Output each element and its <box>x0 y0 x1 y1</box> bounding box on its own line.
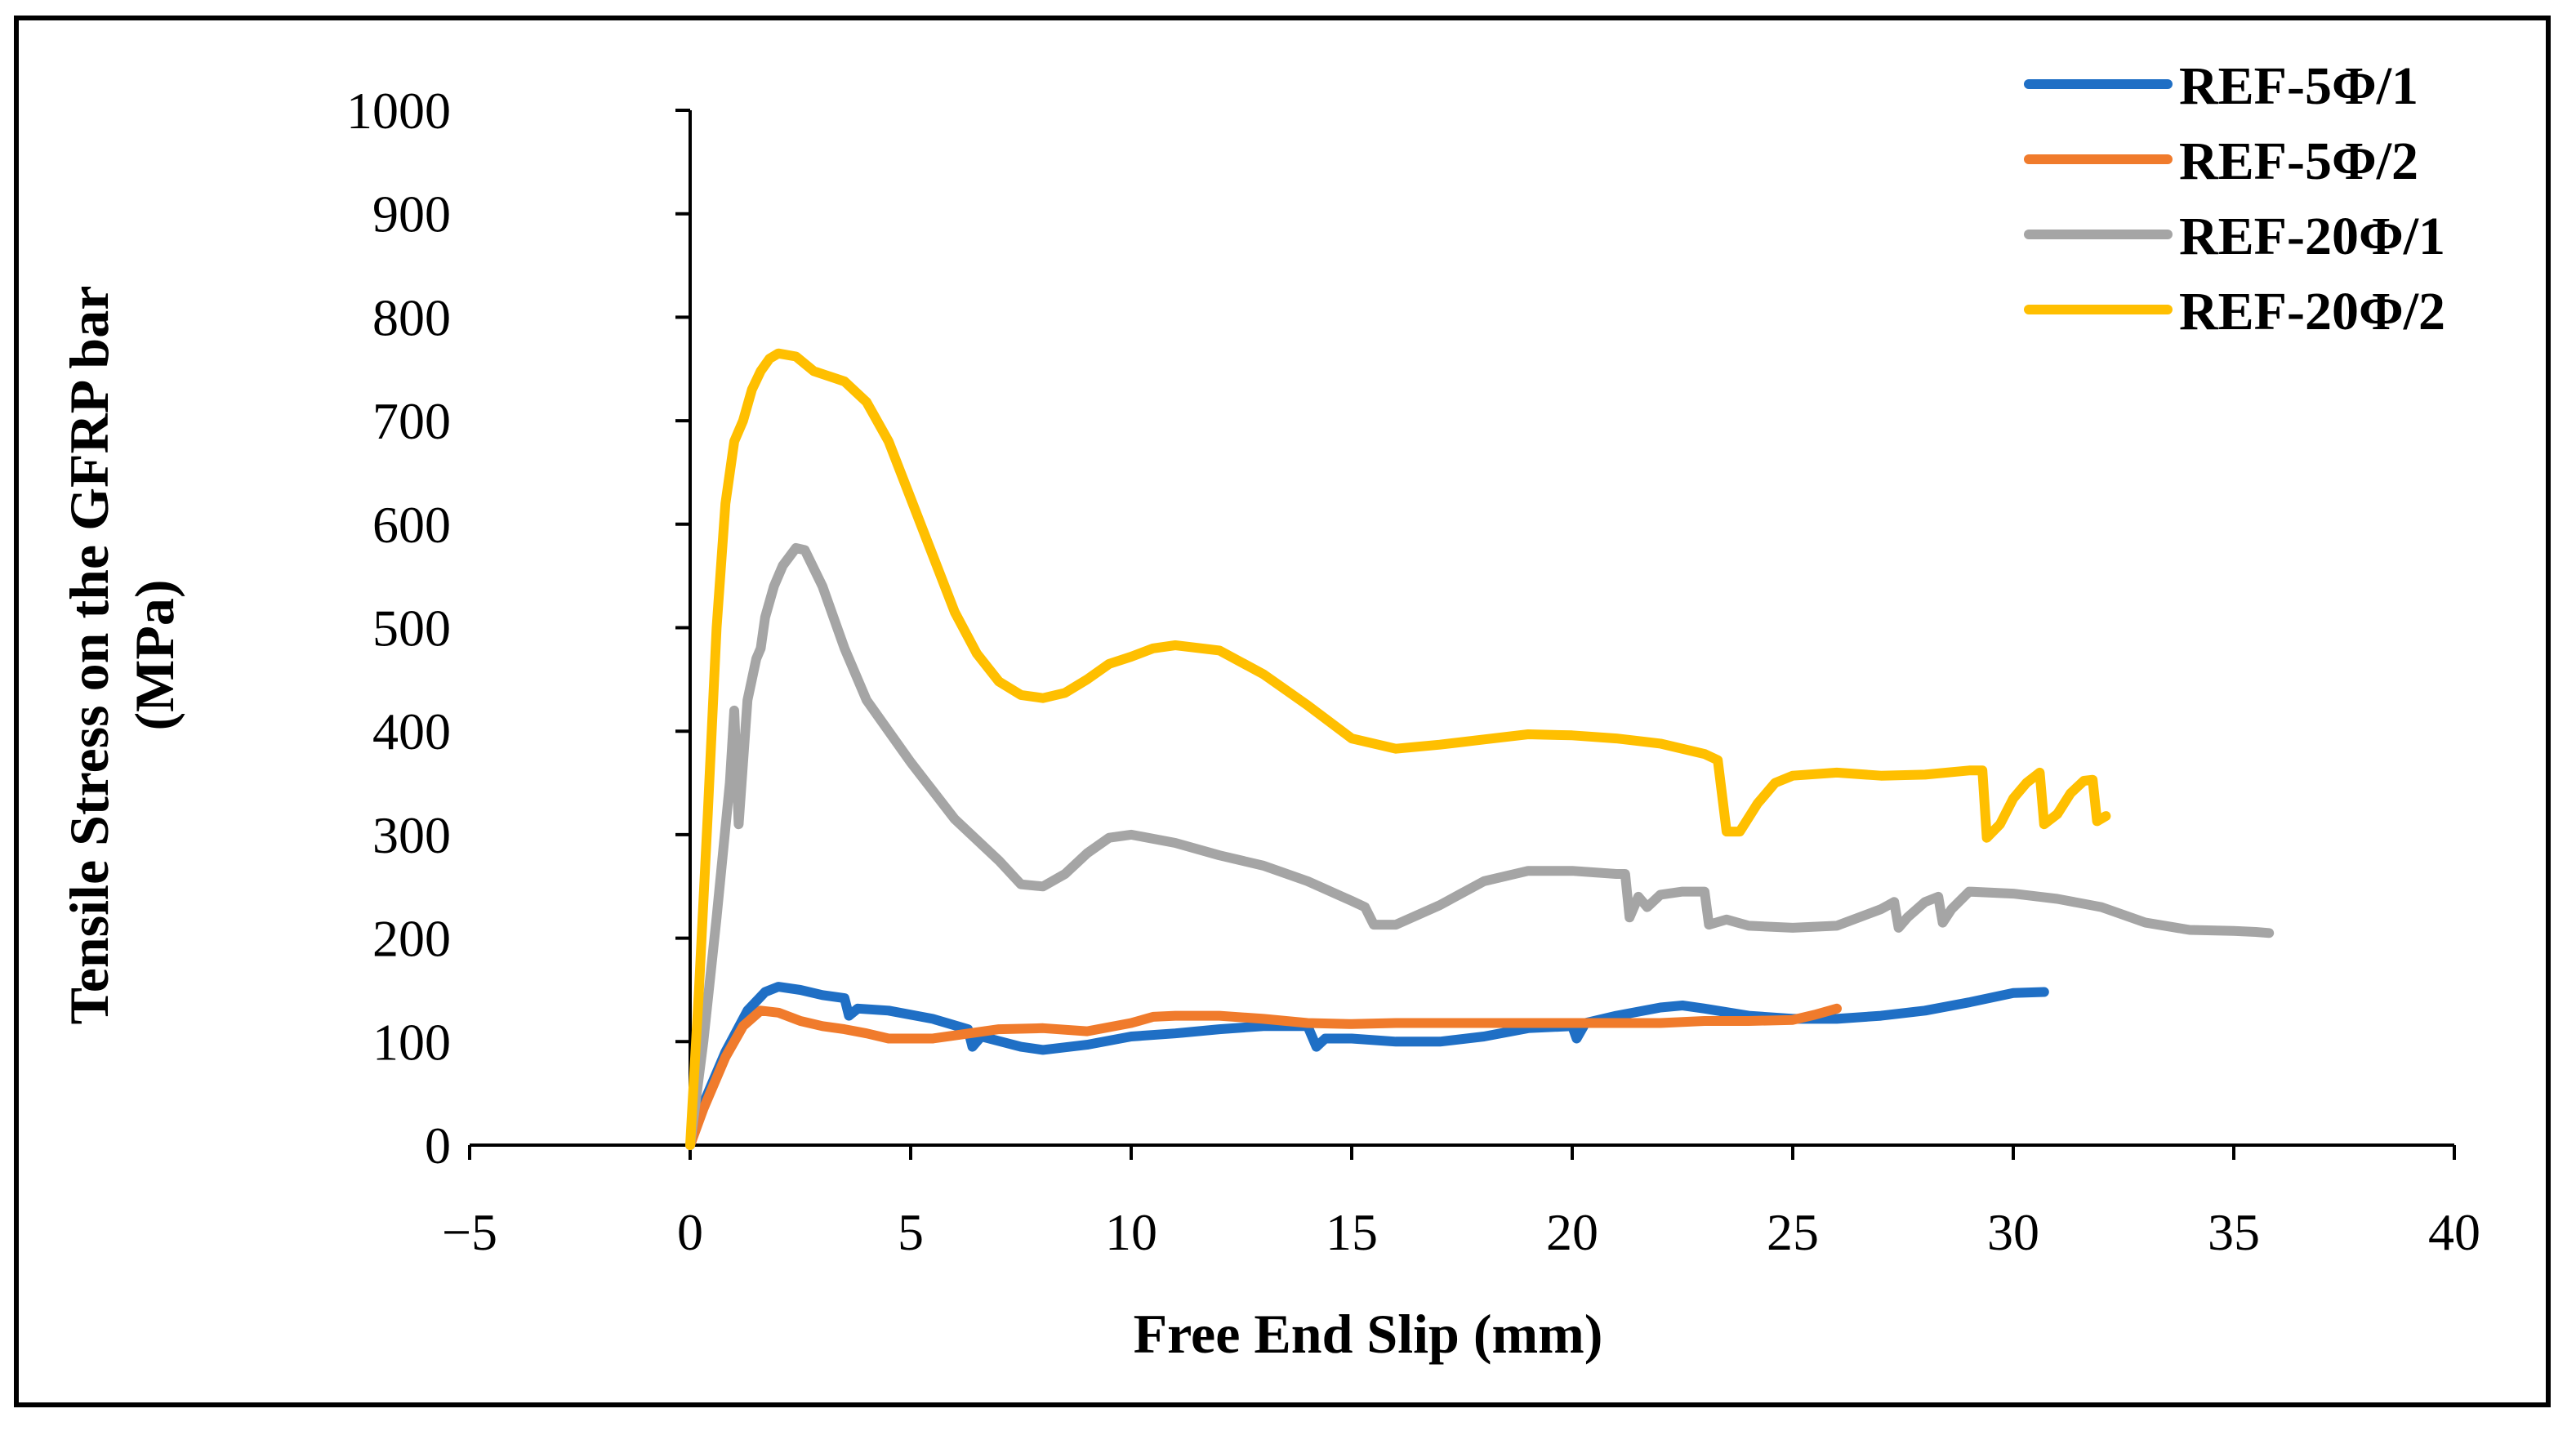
legend: REF-5Φ/1 REF-5Φ/2 REF-20Φ/1 REF-20Φ/2 <box>2024 56 2445 341</box>
x-tick-label: 15 <box>1326 1203 1378 1261</box>
x-tick-label: 10 <box>1105 1203 1157 1261</box>
legend-label-3: REF-20Φ/1 <box>2179 207 2445 266</box>
y-tick-label: 600 <box>372 496 451 554</box>
x-tick-label: 30 <box>1987 1203 2039 1261</box>
x-tick-label: 35 <box>2208 1203 2260 1261</box>
series-group <box>685 348 2275 1150</box>
x-tick-label: 25 <box>1767 1203 1819 1261</box>
y-tick-label: 100 <box>372 1013 451 1071</box>
y-tick-label: 300 <box>372 806 451 864</box>
y-tick-label: 800 <box>372 288 451 346</box>
y-tick-label: 0 <box>425 1117 451 1175</box>
y-tick-label: 200 <box>372 910 451 968</box>
x-tick-label: 0 <box>677 1203 703 1261</box>
legend-label-4: REF-20Φ/2 <box>2179 282 2445 341</box>
x-tick-label: 20 <box>1546 1203 1598 1261</box>
series-line-4 <box>685 348 2111 1150</box>
x-tick-label: 40 <box>2428 1203 2480 1261</box>
series-line-2 <box>685 1003 1842 1150</box>
legend-label-1: REF-5Φ/1 <box>2179 56 2418 116</box>
x-tick-label: 5 <box>898 1203 924 1261</box>
y-axis-title-line-1: Tensile Stress on the GFRP bar <box>58 286 120 1025</box>
legend-label-2: REF-5Φ/2 <box>2179 132 2418 191</box>
y-axis-title-line-2: (MPa) <box>123 579 185 730</box>
series-line-3 <box>685 542 2275 1150</box>
y-tick-label: 500 <box>372 600 451 658</box>
y-tick-label: 700 <box>372 392 451 450</box>
x-tick-label: −5 <box>442 1203 497 1261</box>
y-tick-label: 400 <box>372 702 451 760</box>
y-tick-label: 1000 <box>346 82 451 140</box>
series-line-1 <box>685 982 2049 1150</box>
x-axis-title: Free End Slip (mm) <box>1134 1303 1603 1365</box>
chart-frame <box>14 16 2551 1407</box>
y-tick-label: 900 <box>372 185 451 243</box>
axes: 0 100 200 300 400 500 600 700 800 900 1000 −5 0 5 10 15… <box>346 82 2480 1261</box>
